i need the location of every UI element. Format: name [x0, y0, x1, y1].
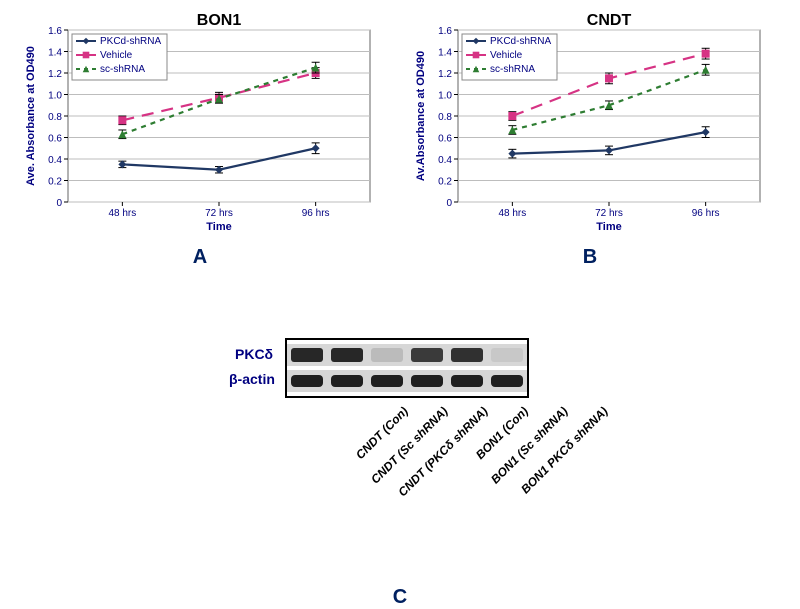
panel-a: 0 0.2 0.4 0.6 0.8 1.0 1.2 1.4 1.6 48 hrs 72 hrs 96 … — [20, 12, 380, 269]
svg-text:1.2: 1.2 — [438, 69, 452, 80]
svg-text:0.6: 0.6 — [438, 134, 452, 145]
chart-b-svg: 0 0.2 0.4 0.6 0.8 1.0 1.2 1.4 1.6 48 hrs 72 hrs 96 … — [410, 12, 770, 242]
panel-c-lane-labels: CNDT (Con)CNDT (Sc shRNA)CNDT (PKCδ shRN… — [285, 398, 615, 518]
svg-text:sc-shRNA: sc-shRNA — [100, 64, 145, 75]
svg-text:0.4: 0.4 — [438, 155, 452, 166]
svg-text:Time: Time — [206, 221, 231, 233]
svg-text:1.0: 1.0 — [48, 91, 62, 102]
svg-text:1.4: 1.4 — [48, 48, 62, 59]
panel-a-sublabel: A — [20, 246, 380, 269]
svg-text:Av.Absorbance at OD490: Av.Absorbance at OD490 — [415, 51, 427, 181]
panel-b: 0 0.2 0.4 0.6 0.8 1.0 1.2 1.4 1.6 48 hrs 72 hrs 96 … — [410, 12, 770, 269]
svg-text:Vehicle: Vehicle — [490, 50, 523, 61]
svg-text:Vehicle: Vehicle — [100, 50, 133, 61]
panel-c-rowlabel-actin: β-actin — [229, 371, 275, 387]
panel-c-rowlabel-pkc: PKCδ — [235, 346, 273, 362]
panel-c: PKCδ β-actin CNDT (Con)CNDT (Sc shRNA)CN… — [235, 338, 565, 609]
svg-text:Time: Time — [596, 221, 621, 233]
svg-text:1.0: 1.0 — [438, 91, 452, 102]
panel-c-svg — [287, 340, 527, 396]
svg-text:1.6: 1.6 — [438, 26, 452, 37]
svg-text:PKCd-shRNA: PKCd-shRNA — [490, 36, 551, 47]
svg-text:1.6: 1.6 — [48, 26, 62, 37]
svg-text:48 hrs: 48 hrs — [498, 208, 526, 219]
svg-text:96 hrs: 96 hrs — [692, 208, 720, 219]
svg-text:BON1: BON1 — [197, 12, 242, 29]
svg-text:72 hrs: 72 hrs — [595, 208, 623, 219]
svg-text:Ave. Absorbance at OD490: Ave. Absorbance at OD490 — [25, 46, 37, 186]
svg-text:0: 0 — [446, 198, 452, 209]
svg-text:0.4: 0.4 — [48, 155, 62, 166]
svg-text:0.2: 0.2 — [48, 177, 62, 188]
svg-text:PKCd-shRNA: PKCd-shRNA — [100, 36, 161, 47]
panel-c-sublabel: C — [235, 586, 565, 609]
svg-text:0.8: 0.8 — [48, 112, 62, 123]
svg-text:1.2: 1.2 — [48, 69, 62, 80]
svg-text:sc-shRNA: sc-shRNA — [490, 64, 535, 75]
chart-a-svg: 0 0.2 0.4 0.6 0.8 1.0 1.2 1.4 1.6 48 hrs 72 hrs 96 … — [20, 12, 380, 242]
panel-b-sublabel: B — [410, 246, 770, 269]
panel-c-box — [285, 338, 529, 398]
svg-text:0: 0 — [56, 198, 62, 209]
svg-text:1.4: 1.4 — [438, 48, 452, 59]
svg-text:0.6: 0.6 — [48, 134, 62, 145]
svg-text:72 hrs: 72 hrs — [205, 208, 233, 219]
svg-text:0.2: 0.2 — [438, 177, 452, 188]
svg-text:CNDT: CNDT — [587, 12, 632, 29]
svg-text:0.8: 0.8 — [438, 112, 452, 123]
svg-text:48 hrs: 48 hrs — [108, 208, 136, 219]
svg-text:96 hrs: 96 hrs — [302, 208, 330, 219]
